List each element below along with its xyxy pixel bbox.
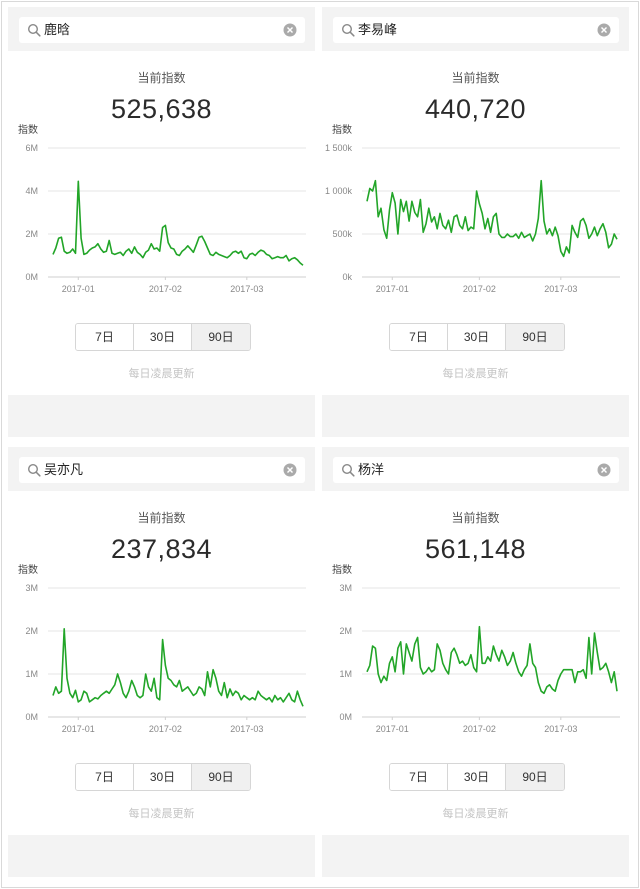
x-tick-label: 2017-03 (230, 724, 263, 734)
y-tick-label: 1M (25, 669, 38, 679)
range-30d-button[interactable]: 30日 (134, 764, 192, 790)
search-bar: 杨洋 (322, 447, 629, 491)
x-tick-label: 2017-01 (376, 284, 409, 294)
x-tick-label: 2017-02 (463, 724, 496, 734)
x-tick-label: 2017-02 (149, 284, 182, 294)
range-7d-button[interactable]: 7日 (76, 324, 134, 350)
y-tick-label: 6M (25, 143, 38, 153)
current-index-label: 当前指数 (451, 511, 500, 525)
x-tick-label: 2017-03 (544, 284, 577, 294)
y-tick-label: 1M (339, 669, 352, 679)
y-tick-label: 0M (339, 712, 352, 722)
update-note: 每日凌晨更新 (442, 368, 509, 380)
y-axis-label: 指数 (18, 563, 38, 576)
y-axis-label: 指数 (332, 123, 352, 136)
y-tick-label: 0M (25, 712, 38, 722)
search-bar: 鹿晗 (8, 7, 315, 51)
y-tick-label: 0M (25, 272, 38, 282)
index-line (366, 179, 618, 258)
update-note: 每日凌晨更新 (128, 368, 195, 380)
x-tick-label: 2017-01 (62, 284, 95, 294)
clear-icon[interactable] (597, 23, 611, 37)
current-index-label: 当前指数 (137, 511, 186, 525)
x-tick-label: 2017-01 (62, 724, 95, 734)
search-icon (341, 463, 355, 477)
range-7d-button[interactable]: 7日 (390, 324, 448, 350)
y-tick-label: 2M (25, 229, 38, 239)
y-tick-label: 4M (25, 186, 38, 196)
range-selector: 7日 30日 90日 (389, 763, 565, 791)
index-panel-luhan: 鹿晗 当前指数 525,638 指数 0M 2M 4M 6M 2017-01 2017-02… (8, 7, 315, 437)
range-selector: 7日 30日 90日 (75, 323, 251, 351)
trend-chart: 指数 0k 500k 1 000k 1 500k 2017-01 2017-02 2017-0… (325, 123, 620, 294)
y-tick-label: 1 000k (325, 186, 353, 196)
current-index-value: 525,638 (110, 94, 213, 124)
y-tick-label: 3M (339, 583, 352, 593)
x-tick-label: 2017-01 (376, 724, 409, 734)
range-7d-button[interactable]: 7日 (390, 764, 448, 790)
clear-icon[interactable] (283, 463, 297, 477)
search-icon (27, 463, 41, 477)
range-selector: 7日 30日 90日 (75, 763, 251, 791)
range-30d-button[interactable]: 30日 (134, 324, 192, 350)
clear-icon[interactable] (597, 463, 611, 477)
trend-chart: 指数 0M 1M 2M 3M 2017-01 2017-02 2017-03 (332, 563, 620, 734)
range-90d-button[interactable]: 90日 (506, 324, 564, 350)
panel-footer (8, 835, 315, 877)
index-panel-wuyifan: 吴亦凡 当前指数 237,834 指数 0M 1M 2M 3M 2017-01 2017-0… (8, 447, 315, 877)
search-field[interactable]: 鹿晗 (19, 17, 305, 43)
index-line (52, 180, 304, 266)
search-field[interactable]: 李易峰 (333, 17, 619, 43)
x-tick-label: 2017-02 (463, 284, 496, 294)
index-line (52, 628, 304, 707)
search-input[interactable]: 杨洋 (358, 462, 385, 477)
y-tick-label: 3M (25, 583, 38, 593)
search-input[interactable]: 李易峰 (358, 22, 398, 37)
current-index-value: 561,148 (424, 534, 527, 564)
range-30d-button[interactable]: 30日 (448, 324, 506, 350)
search-icon (27, 23, 41, 37)
x-tick-label: 2017-02 (149, 724, 182, 734)
trend-chart: 指数 0M 2M 4M 6M 2017-01 2017-02 2017-03 (18, 123, 306, 294)
y-tick-label: 0k (342, 272, 352, 282)
search-input[interactable]: 吴亦凡 (44, 462, 84, 477)
current-index-value: 440,720 (424, 94, 527, 124)
range-selector: 7日 30日 90日 (389, 323, 565, 351)
panel-footer (322, 395, 629, 437)
y-tick-label: 2M (25, 626, 38, 636)
search-bar: 吴亦凡 (8, 447, 315, 491)
index-panel-yangyang: 杨洋 当前指数 561,148 指数 0M 1M 2M 3M 2017-01 2017-02… (322, 447, 629, 877)
search-input[interactable]: 鹿晗 (44, 22, 71, 37)
current-index-label: 当前指数 (451, 71, 500, 85)
y-tick-label: 500k (332, 229, 352, 239)
x-tick-label: 2017-03 (544, 724, 577, 734)
search-bar: 李易峰 (322, 7, 629, 51)
range-90d-button[interactable]: 90日 (192, 324, 250, 350)
y-tick-label: 1 500k (325, 143, 353, 153)
panel-footer (8, 395, 315, 437)
index-line (366, 625, 618, 695)
current-index-label: 当前指数 (137, 71, 186, 85)
range-7d-button[interactable]: 7日 (76, 764, 134, 790)
update-note: 每日凌晨更新 (128, 808, 195, 820)
y-axis-label: 指数 (332, 563, 352, 576)
clear-icon[interactable] (283, 23, 297, 37)
search-icon (341, 23, 355, 37)
range-90d-button[interactable]: 90日 (506, 764, 564, 790)
current-index-value: 237,834 (110, 534, 213, 564)
search-field[interactable]: 杨洋 (333, 457, 619, 483)
search-field[interactable]: 吴亦凡 (19, 457, 305, 483)
y-axis-label: 指数 (18, 123, 38, 136)
range-90d-button[interactable]: 90日 (192, 764, 250, 790)
y-tick-label: 2M (339, 626, 352, 636)
x-tick-label: 2017-03 (230, 284, 263, 294)
index-panel-liyifeng: 李易峰 当前指数 440,720 指数 0k 500k 1 000k 1 500k 201… (322, 7, 629, 437)
range-30d-button[interactable]: 30日 (448, 764, 506, 790)
update-note: 每日凌晨更新 (442, 808, 509, 820)
panel-footer (322, 835, 629, 877)
trend-chart: 指数 0M 1M 2M 3M 2017-01 2017-02 2017-03 (18, 563, 306, 734)
